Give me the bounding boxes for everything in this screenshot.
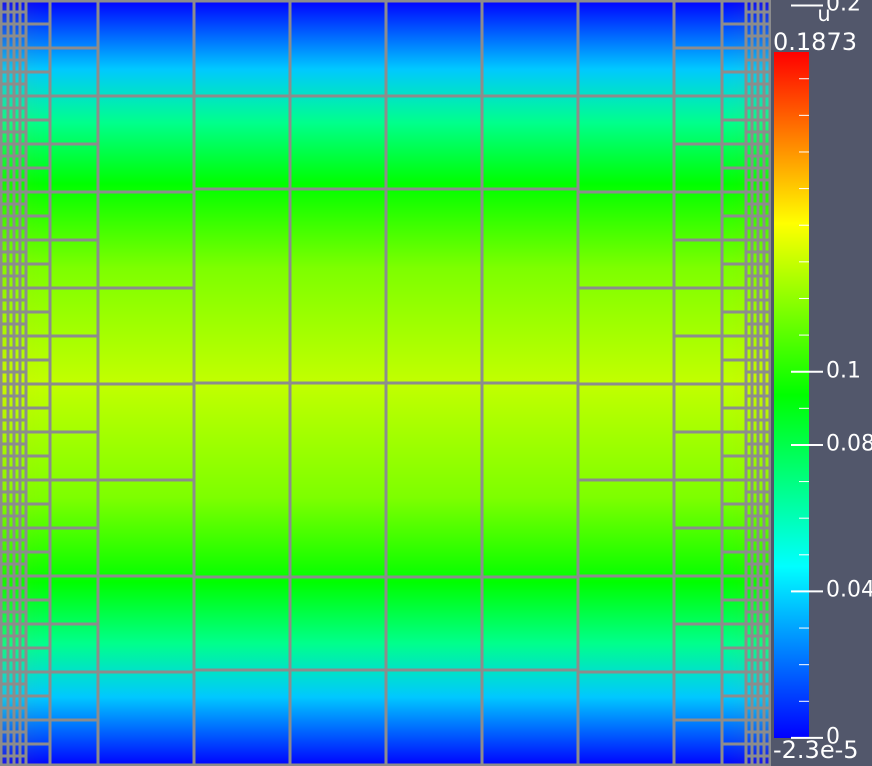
colorbar-tick-label: 0: [826, 724, 840, 750]
colorbar-tick-label: 0.2: [826, 0, 861, 17]
colorbar-max-label: 0.1873: [773, 28, 857, 56]
colorbar: [774, 4, 823, 739]
mesh-grid: [0, 0, 771, 766]
colorbar-tick-label: 0.04: [826, 577, 872, 603]
colorbar-tick-label: 0.1: [826, 358, 861, 384]
colorbar-title: u: [817, 2, 831, 26]
colorbar-gradient: [774, 52, 809, 738]
colorbar-min-label: -2.3e-5: [773, 736, 859, 764]
colorbar-tick-label: 0.08: [826, 431, 872, 457]
